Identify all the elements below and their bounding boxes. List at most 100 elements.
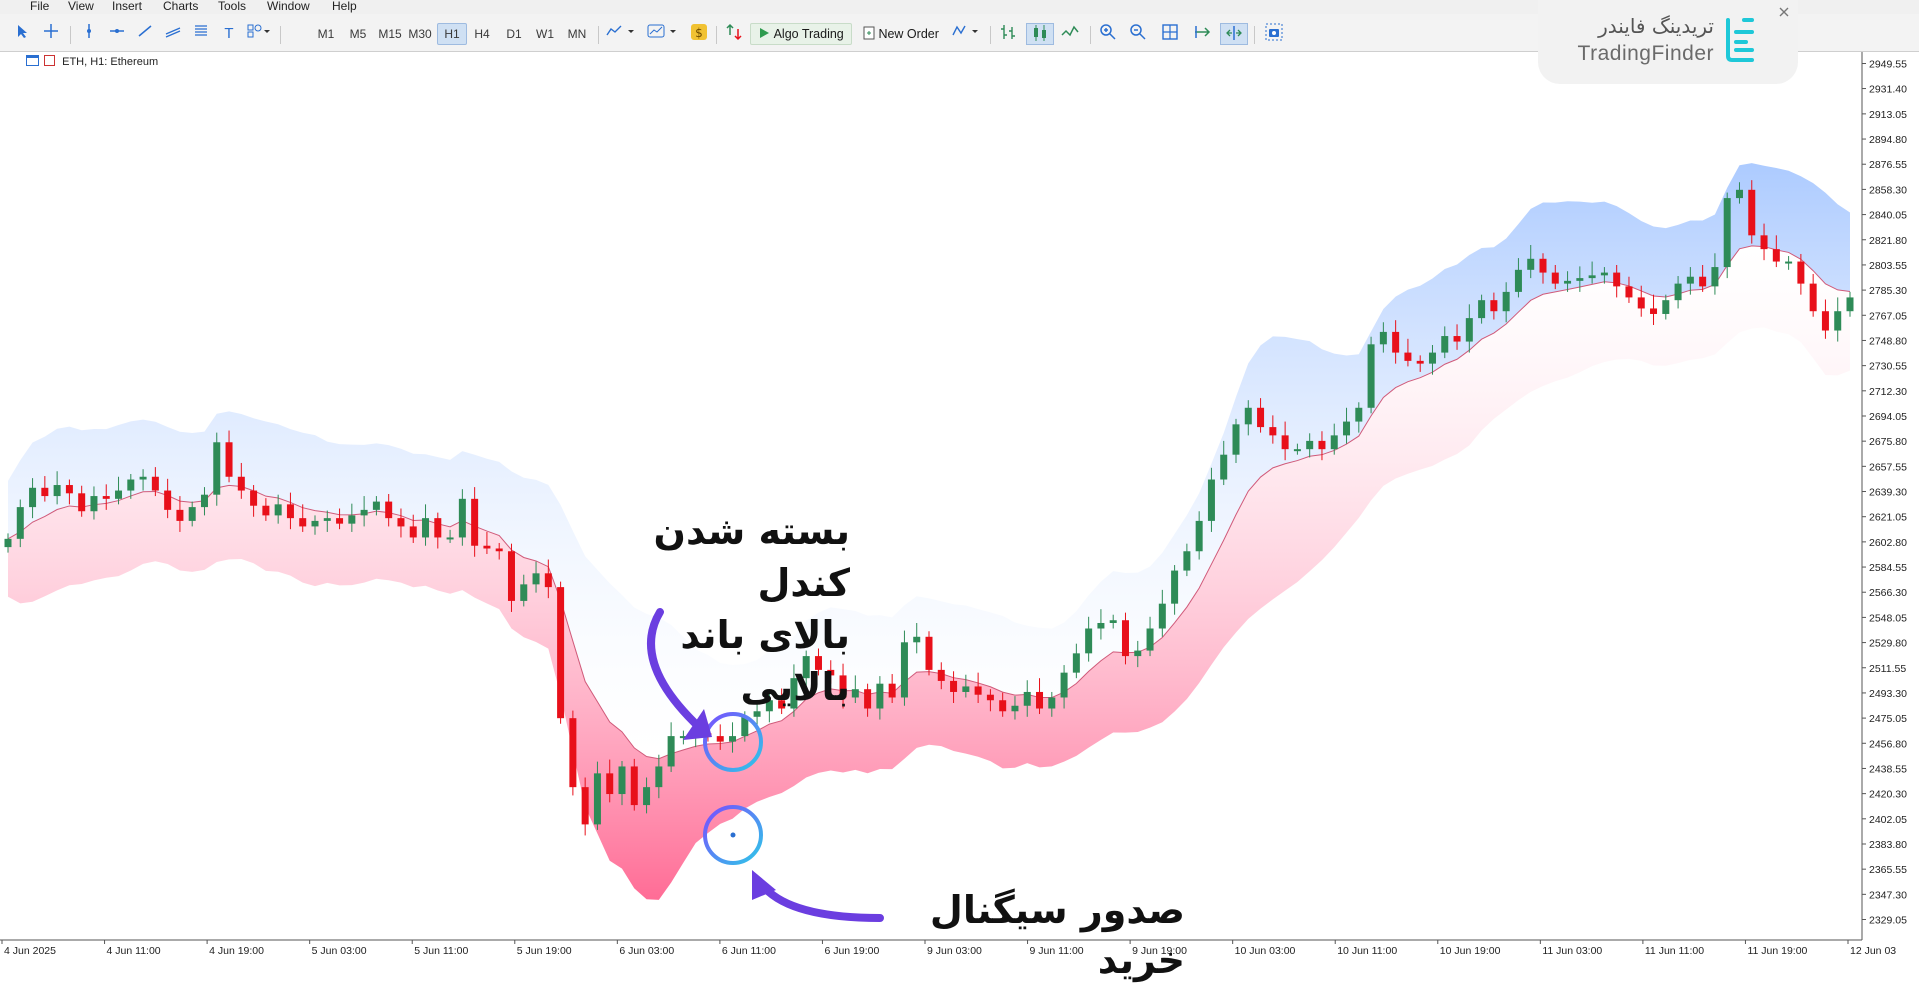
timeframe-h4[interactable]: H4 (474, 27, 490, 41)
menu-tools[interactable]: Tools (218, 0, 247, 13)
candle-body (593, 773, 601, 825)
candle-body (311, 520, 319, 527)
timeframe-w1[interactable]: W1 (536, 27, 554, 41)
timeframe-m1[interactable]: M1 (317, 27, 335, 41)
annotation-top-line-2: بالای باند بالایی (680, 613, 850, 709)
crosshair-icon[interactable] (40, 23, 62, 45)
candle-body (925, 636, 933, 670)
candle (299, 504, 307, 532)
candle-body (1207, 479, 1215, 521)
price-tick-label: 2548.05 (1869, 612, 1907, 624)
logo-persian-text: تریدینگ فایندر (1598, 14, 1714, 38)
candle (90, 486, 98, 520)
price-tick-label: 2475.05 (1869, 713, 1907, 725)
price-tick-label: 2675.80 (1869, 436, 1907, 448)
new-order-button[interactable]: New Order (858, 23, 944, 45)
candle (1502, 282, 1510, 323)
signals-icon[interactable] (950, 23, 984, 45)
price-tick-label: 2347.30 (1869, 889, 1907, 901)
shapes-icon[interactable] (244, 23, 274, 45)
candle-body (41, 487, 49, 497)
menu-window[interactable]: Window (267, 0, 310, 13)
menu-file[interactable]: File (30, 0, 50, 13)
candles-layer (4, 180, 1854, 836)
candle-body (532, 573, 540, 585)
candle-body (385, 501, 393, 519)
lower-band-fill (8, 245, 1850, 900)
time-tick-label: 9 Jun 03:00 (927, 945, 982, 957)
text-tool-icon[interactable]: T (224, 25, 234, 42)
upper-band-fill (8, 163, 1850, 759)
candle-body (4, 538, 12, 548)
candle (827, 660, 835, 684)
timeframe-h1[interactable]: H1 (437, 23, 467, 45)
algo-trading-button[interactable]: Algo Trading (750, 23, 852, 45)
candle-body (520, 584, 528, 601)
time-tick-label: 11 Jun 11:00 (1645, 945, 1704, 957)
candle-body (1699, 276, 1707, 287)
candle (1539, 253, 1547, 284)
trendline-icon[interactable] (134, 23, 156, 45)
trade-arrows-icon[interactable] (722, 23, 746, 45)
fibonacci-icon[interactable] (190, 23, 212, 45)
candle (274, 494, 282, 524)
timeframe-d1[interactable]: D1 (506, 27, 522, 41)
candle-body (974, 686, 982, 695)
price-chart[interactable]: 2949.55 2931.40 2913.05 2894.80 2876.55 2858.… (0, 52, 1919, 972)
zoom-in-icon[interactable] (1096, 23, 1120, 45)
dollar-icon[interactable]: $ (688, 23, 710, 45)
candle-body (422, 518, 430, 538)
line-chart-icon[interactable] (1058, 23, 1082, 45)
bands-layer (7, 163, 1851, 900)
menu-insert[interactable]: Insert (112, 0, 143, 13)
candle-body (1637, 297, 1645, 309)
time-tick-label: 10 Jun 03:00 (1235, 945, 1296, 957)
price-tick-label: 2712.30 (1869, 386, 1907, 398)
logo-english-text: TradingFinder (1577, 42, 1714, 65)
timeframe-m5[interactable]: M5 (349, 27, 367, 41)
signal-dot (730, 832, 736, 838)
candle (1023, 680, 1031, 717)
time-tick-label: 11 Jun 03:00 (1542, 945, 1602, 957)
bar-chart-icon[interactable] (996, 23, 1020, 45)
candle-body (1171, 570, 1179, 604)
zoom-out-icon[interactable] (1126, 23, 1150, 45)
chart-shift-icon[interactable] (1220, 23, 1248, 45)
timeframe-m15[interactable]: M15 (378, 27, 402, 41)
price-tick-label: 2584.55 (1869, 562, 1907, 574)
price-tick-label: 2931.40 (1869, 84, 1907, 96)
vertical-line-icon[interactable] (78, 23, 100, 45)
menu-charts[interactable]: Charts (163, 0, 199, 13)
horizontal-line-icon[interactable] (106, 23, 128, 45)
timeframe-mn[interactable]: MN (567, 27, 587, 41)
logo-close-icon[interactable] (1778, 6, 1790, 18)
candle (1367, 336, 1375, 414)
candle-body (1220, 454, 1228, 480)
timeframe-m30[interactable]: M30 (408, 27, 432, 41)
candle-body (864, 689, 872, 709)
candle (1416, 355, 1424, 372)
candle-body (876, 683, 884, 709)
menu-view[interactable]: View (68, 0, 94, 13)
candlestick-chart-icon[interactable] (1026, 23, 1054, 45)
candle (360, 496, 368, 527)
chart-type-icon[interactable] (604, 23, 640, 45)
candle-body (950, 680, 958, 692)
channel-icon[interactable] (162, 23, 184, 45)
template-icon[interactable] (646, 23, 682, 45)
candle-body (999, 700, 1007, 712)
cursor-icon[interactable] (12, 23, 34, 45)
chart-symbol-label: ETH, H1: Ethereum (62, 56, 159, 68)
autoscroll-icon[interactable] (1190, 23, 1214, 45)
logo-mark-icon (1726, 18, 1754, 62)
screenshot-icon[interactable] (1262, 23, 1286, 45)
candle-body (1613, 272, 1621, 287)
menu-help[interactable]: Help (332, 0, 357, 13)
price-tick-label: 2657.55 (1869, 461, 1907, 473)
grid-icon[interactable] (1158, 23, 1182, 45)
candle (557, 581, 565, 724)
candle-body (1023, 691, 1031, 706)
candle (1441, 326, 1449, 359)
candle-body (1821, 311, 1829, 331)
candle (323, 510, 331, 532)
